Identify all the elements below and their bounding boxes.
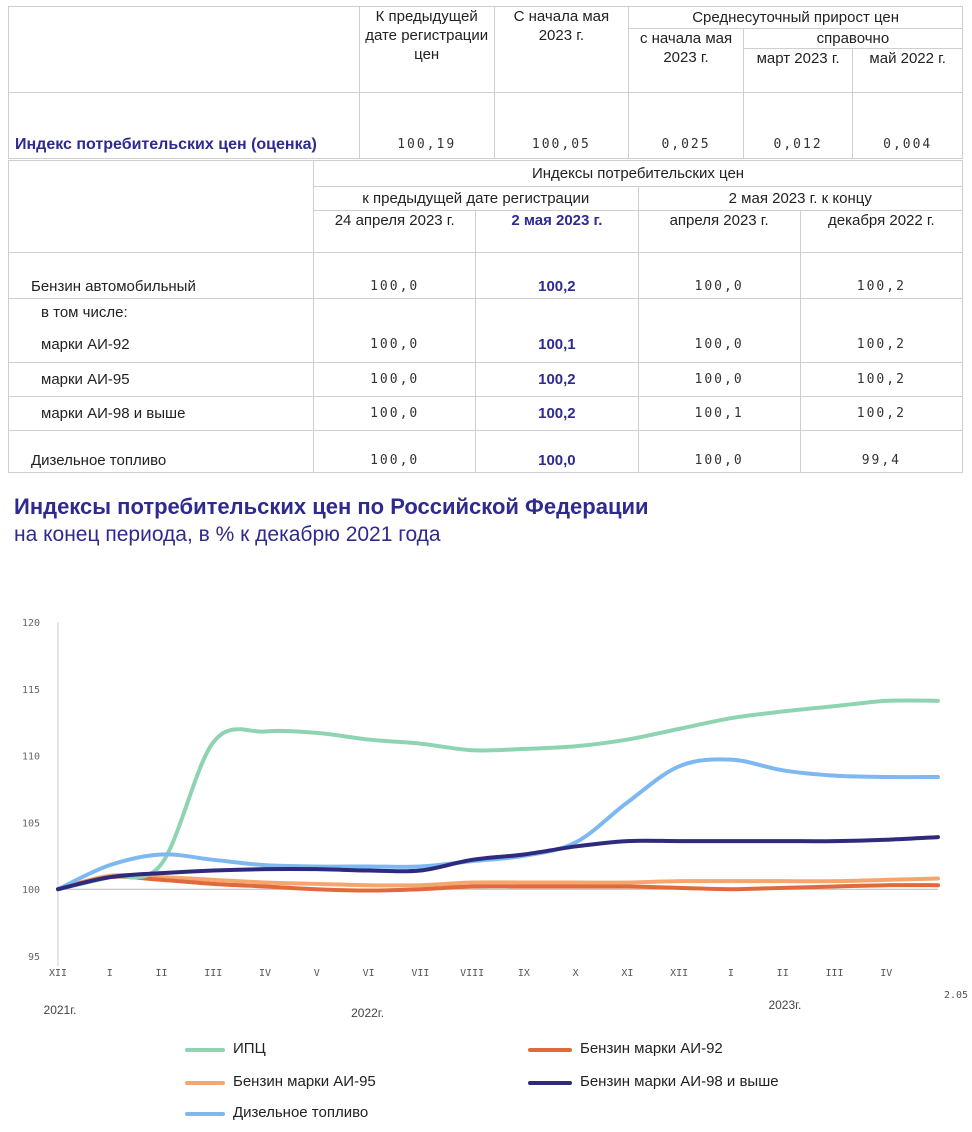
cell-value: 100,0 [637,326,801,363]
header-prev-date: К предыдущей дате регистрации цен [358,6,495,93]
header-april: апреля 2023 г. [637,210,801,253]
series-line-ai98 [56,835,940,892]
cell-value: 100,0 [637,430,801,473]
cell-value: 100,2 [799,396,964,431]
cell-value: 100,0 [313,430,477,473]
x-tick-label: X [573,968,579,979]
legend-swatch-diesel [185,1112,225,1116]
cell-value: 100,0 [637,362,801,397]
x-tick-label: XI [621,968,633,979]
header-daily-growth: Среднесуточный прирост цен [628,6,963,29]
cell-value: 100,2 [799,252,964,299]
y-tick-label: 95 [28,952,40,963]
cell-value-highlight: 100,2 [475,362,639,397]
legend-label-diesel: Дизельное топливо [233,1104,369,1121]
series-line-ai92 [56,874,940,893]
x-tick-label: VIII [460,968,484,979]
cell-value: 100,0 [637,252,801,299]
header-cpi-group: Индексы потребительских цен [313,160,963,187]
x-tick-label: VII [411,968,429,979]
header-apr24: 24 апреля 2023 г. [313,210,477,253]
series-line-ai95 [56,873,940,892]
y-tick-label: 100 [22,885,40,896]
cpi-row-label: Индекс потребительских цен (оценка) [8,92,360,159]
empty-cell [313,298,477,327]
legend-label-ai98: Бензин марки АИ-98 и выше [580,1073,779,1090]
x-tick-label: IV [880,968,892,979]
chart-title: Индексы потребительских цен по Российско… [14,494,649,519]
empty-cell [637,298,801,327]
y-tick-label: 115 [22,685,40,696]
header-march: март 2023 г. [742,48,854,93]
row-label: Бензин автомобильный [7,252,315,299]
cpi-value: 100,05 [493,92,630,159]
cell-value: 100,2 [799,362,964,397]
legend-swatch-cpi [185,1048,225,1052]
header-reference: справочно [742,28,964,49]
legend-label-cpi: ИПЦ [233,1040,266,1057]
x-tick-label: II [777,968,789,979]
x-tick-label: III [825,968,843,979]
chart-subtitle: на конец периода, в % к декабрю 2021 год… [14,523,441,546]
x-tick-label: XII [670,968,688,979]
cell-value: 100,0 [313,252,477,299]
header-since-may: С начала мая 2023 г. [493,6,630,93]
cell-value-highlight: 100,2 [475,252,639,299]
x-tick-label: II [156,968,168,979]
x-tick-label: 2.05 [944,990,968,1001]
x-tick-label: VI [363,968,375,979]
cell-value: 99,4 [799,430,964,473]
cell-value: 100,0 [313,396,477,431]
row-label: Дизельное топливо [7,430,315,473]
cell-value-highlight: 100,2 [475,396,639,431]
row-label: марки АИ-95 [7,362,315,397]
row-label: марки АИ-98 и выше [7,396,315,431]
header-to-end: 2 мая 2023 г. к концу [637,186,963,211]
x-tick-label: I [107,968,113,979]
header-prev-registration: к предыдущей дате регистрации [313,186,639,211]
cell-value-highlight: 100,0 [475,430,639,473]
cpi-value: 0,025 [628,92,744,159]
year-label: 2022г. [351,1006,384,1020]
cell-value-highlight: 100,1 [475,326,639,363]
x-tick-label: IV [259,968,271,979]
row-label: в том числе: [7,298,315,327]
year-label: 2023г. [768,998,801,1012]
x-tick-label: I [728,968,734,979]
legend-swatch-ai98 [528,1081,572,1085]
empty-cell [475,298,639,327]
corner-cell [7,160,315,253]
x-tick-label: V [314,968,320,979]
header-may2: 2 мая 2023 г. [475,210,639,253]
header-since-may-daily: с начала мая 2023 г. [628,28,744,93]
header-december: декабря 2022 г. [799,210,964,253]
x-tick-label: IX [518,968,530,979]
legend-label-ai92: Бензин марки АИ-92 [580,1040,723,1057]
cell-value: 100,0 [313,326,477,363]
row-label: марки АИ-92 [7,326,315,363]
cell-value: 100,1 [637,396,801,431]
legend-label-ai95: Бензин марки АИ-95 [233,1073,376,1090]
y-tick-label: 120 [22,618,40,629]
y-tick-label: 110 [22,752,40,763]
x-tick-label: XII [49,968,67,979]
year-label: 2021г. [44,1003,77,1017]
series-line-cpi [56,698,940,892]
header-may-2022: май 2022 г. [852,48,963,93]
y-tick-label: 105 [22,818,40,829]
legend-swatch-ai92 [528,1048,572,1052]
cell-value: 100,2 [799,326,964,363]
cpi-estimate-table: К предыдущей дате регистрации цен С нача… [8,6,964,159]
cpi-value: 0,012 [742,92,854,159]
fuel-index-table: Индексы потребительских цен к предыдущей… [7,160,964,473]
cpi-value: 100,19 [358,92,495,159]
cpi-value: 0,004 [852,92,963,159]
cell-value: 100,0 [313,362,477,397]
x-tick-label: III [204,968,222,979]
empty-cell [799,298,964,327]
legend-swatch-ai95 [185,1081,225,1085]
corner-cell [8,6,360,93]
